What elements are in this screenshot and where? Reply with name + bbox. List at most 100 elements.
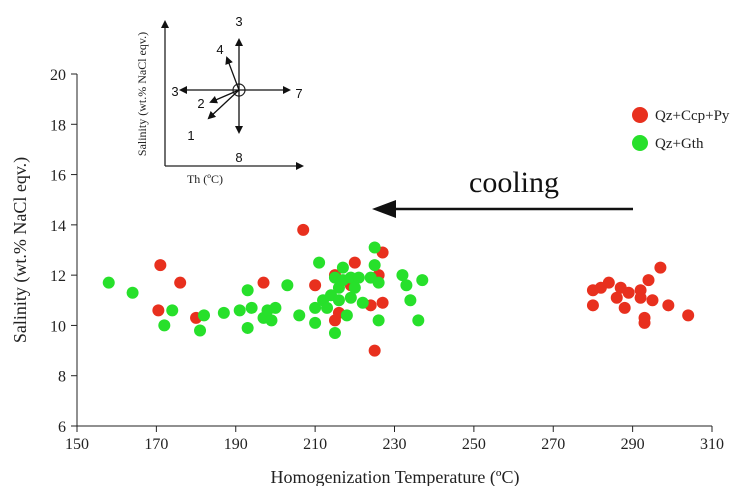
legend: Qz+Ccp+Py Qz+Gth bbox=[632, 107, 730, 152]
data-point-qz-gth bbox=[372, 314, 385, 327]
data-point-qz-ccp-py bbox=[257, 276, 270, 289]
x-tick-label: 210 bbox=[303, 436, 327, 453]
data-point-qz-ccp-py bbox=[586, 299, 599, 312]
data-point-qz-gth bbox=[396, 269, 409, 282]
inset-label-4: 4 bbox=[216, 42, 223, 57]
data-point-qz-ccp-py bbox=[646, 294, 659, 307]
x-tick-label: 230 bbox=[383, 436, 407, 453]
inset-arrow-1 bbox=[207, 89, 240, 120]
x-axis-title: Homogenization Temperature (ºC) bbox=[271, 467, 520, 486]
y-tick-label: 12 bbox=[50, 268, 66, 285]
data-point-qz-gth bbox=[265, 314, 278, 327]
data-point-qz-gth bbox=[245, 301, 258, 314]
x-tick-label: 250 bbox=[462, 436, 486, 453]
data-point-qz-ccp-py bbox=[622, 286, 635, 299]
inset-arrows bbox=[179, 38, 291, 134]
legend-label-qz-gth: Qz+Gth bbox=[655, 136, 704, 152]
legend-label-qz-ccp-py: Qz+Ccp+Py bbox=[655, 108, 730, 124]
plot-axes: 150 170 190 210 230 250 270 290 310 681012141618… bbox=[50, 67, 724, 453]
data-point-qz-gth bbox=[293, 309, 306, 322]
data-point-qz-gth bbox=[348, 281, 361, 294]
legend-marker-qz-ccp-py bbox=[632, 107, 648, 123]
data-point-qz-ccp-py bbox=[376, 296, 389, 309]
inset-label-2: 2 bbox=[197, 96, 204, 111]
data-point-qz-ccp-py bbox=[642, 274, 655, 287]
x-tick-label: 310 bbox=[700, 436, 724, 453]
data-point-qz-gth bbox=[309, 301, 322, 314]
data-point-qz-ccp-py bbox=[682, 309, 695, 322]
inset-x-label: Th (ºC) bbox=[187, 172, 223, 186]
data-point-qz-gth bbox=[269, 301, 282, 314]
data-point-qz-ccp-py bbox=[618, 301, 631, 314]
y-tick-label: 16 bbox=[50, 168, 66, 185]
cooling-arrowhead bbox=[372, 200, 396, 218]
data-point-qz-gth bbox=[412, 314, 425, 327]
x-tick-label: 150 bbox=[65, 436, 89, 453]
inset-diagram: Salinity (wt.% NaCl eqv.) Th (ºC) 3 4 3 … bbox=[135, 14, 304, 186]
data-point-qz-gth bbox=[309, 316, 322, 329]
y-tick-label: 10 bbox=[50, 318, 66, 335]
x-tick-label: 290 bbox=[621, 436, 645, 453]
data-point-qz-gth bbox=[416, 274, 429, 287]
inset-label-3-left: 3 bbox=[171, 84, 178, 99]
data-point-qz-gth bbox=[400, 279, 413, 292]
y-tick-label: 14 bbox=[50, 218, 66, 235]
data-point-qz-gth bbox=[194, 324, 207, 337]
y-axis-title: Salinity (wt.% NaCl eqv.) bbox=[10, 157, 31, 343]
data-point-qz-gth bbox=[372, 276, 385, 289]
inset-label-1: 1 bbox=[187, 128, 194, 143]
data-point-qz-gth bbox=[166, 304, 179, 317]
y-ticks: 6 8 10 12 14 16 18 20 bbox=[50, 67, 77, 436]
data-point-qz-ccp-py bbox=[297, 223, 310, 236]
data-point-qz-ccp-py bbox=[174, 276, 187, 289]
y-tick-label: 8 bbox=[58, 369, 66, 386]
data-point-qz-gth bbox=[158, 319, 171, 332]
data-point-qz-gth bbox=[332, 294, 345, 307]
data-point-qz-gth bbox=[344, 291, 357, 304]
y-tick-label: 6 bbox=[58, 419, 66, 436]
inset-label-7: 7 bbox=[295, 86, 302, 101]
data-point-qz-gth bbox=[340, 309, 353, 322]
inset-arrow-2 bbox=[209, 89, 240, 104]
data-point-qz-ccp-py bbox=[368, 344, 381, 357]
data-point-qz-gth bbox=[356, 296, 369, 309]
inset-label-8: 8 bbox=[235, 150, 242, 165]
data-point-qz-gth bbox=[368, 259, 381, 272]
data-point-qz-gth bbox=[241, 284, 254, 297]
inset-label-3-up: 3 bbox=[235, 14, 242, 29]
data-point-qz-gth bbox=[241, 321, 254, 334]
data-point-qz-gth bbox=[328, 326, 341, 339]
x-tick-label: 270 bbox=[541, 436, 565, 453]
data-point-qz-ccp-py bbox=[634, 291, 647, 304]
data-point-qz-gth bbox=[368, 241, 381, 254]
data-point-qz-gth bbox=[352, 271, 365, 284]
data-point-qz-ccp-py bbox=[348, 256, 361, 269]
x-tick-label: 190 bbox=[224, 436, 248, 453]
data-point-qz-gth bbox=[404, 294, 417, 307]
data-point-qz-gth bbox=[102, 276, 115, 289]
data-point-qz-ccp-py bbox=[602, 276, 615, 289]
data-point-qz-gth bbox=[321, 301, 334, 314]
data-point-qz-gth bbox=[126, 286, 139, 299]
cooling-annotation: cooling bbox=[372, 166, 633, 218]
inset-arrow-4 bbox=[225, 56, 240, 91]
inset-y-label: Salinity (wt.% NaCl eqv.) bbox=[135, 32, 149, 156]
data-point-qz-ccp-py bbox=[154, 259, 167, 272]
data-point-qz-ccp-py bbox=[152, 304, 165, 317]
x-ticks: 150 170 190 210 230 250 270 290 310 bbox=[65, 426, 724, 453]
data-point-qz-ccp-py bbox=[610, 291, 623, 304]
data-point-qz-ccp-py bbox=[654, 261, 667, 274]
data-point-qz-ccp-py bbox=[662, 299, 675, 312]
data-point-qz-gth bbox=[217, 306, 230, 319]
data-point-qz-gth bbox=[313, 256, 326, 269]
data-point-qz-gth bbox=[281, 279, 294, 292]
legend-marker-qz-gth bbox=[632, 135, 648, 151]
data-point-qz-gth bbox=[198, 309, 210, 322]
data-point-qz-gth bbox=[233, 304, 246, 317]
x-tick-label: 170 bbox=[144, 436, 168, 453]
y-tick-label: 20 bbox=[50, 67, 66, 84]
y-tick-label: 18 bbox=[50, 117, 66, 134]
cooling-label: cooling bbox=[469, 166, 559, 199]
data-points bbox=[102, 223, 695, 357]
